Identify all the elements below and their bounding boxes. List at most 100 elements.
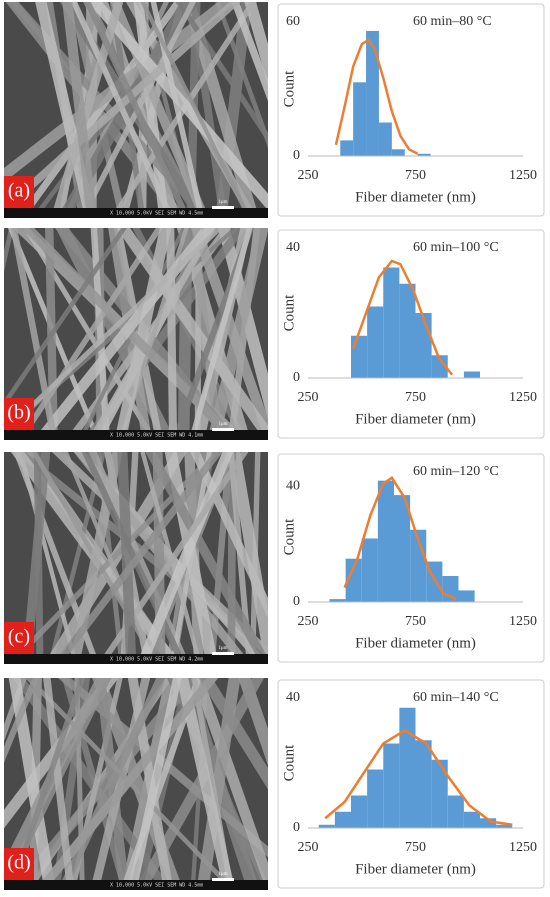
fiber [32,228,216,440]
scale-bar [212,878,234,881]
fiber [152,452,166,664]
panel-label-box [4,176,34,208]
sem-caption: X 10,000 5.0kV SEI SEM WD 4.1mm [110,433,203,439]
fiber [57,678,166,890]
fiber [145,452,268,664]
fit-curve [343,476,457,601]
bar [431,355,448,378]
fiber [238,678,268,766]
x-axis-label: Fiber diameter (nm) [355,635,476,651]
fiber [244,2,268,86]
bar [361,538,378,602]
fiber [128,678,182,890]
fiber [70,2,175,218]
x-tick-label: 250 [298,168,319,183]
fiber [164,452,219,664]
fiber [52,452,223,664]
scale-bar-label: 1μm [218,200,227,205]
fiber [188,228,253,440]
fiber [74,678,85,890]
annotation: 60 min–120 °C [413,464,499,479]
bar [351,335,368,378]
fiber [4,228,128,409]
fiber [150,2,205,218]
chart-frame [277,3,545,217]
sem-caption: X 10,000 5.0kV SEI SEM WD 4.5mm [110,211,203,217]
bar [351,795,368,828]
bar [458,590,475,602]
fiber [97,452,249,664]
panel-label-box [4,848,34,880]
fiber [87,2,268,211]
fiber [228,452,268,664]
sem-caption: X 10,000 5.0kV SEI SEM WD 4.2mm [110,657,203,663]
scale-bar [212,206,234,209]
sem-image [4,452,268,664]
bar [415,740,432,828]
fiber [4,678,39,763]
sem-footer [4,208,268,218]
y-axis-label: Count [281,744,297,782]
bar [353,82,367,156]
y-tick-label: 0 [293,370,300,385]
y-tick-label: 60 [286,14,300,29]
fiber [84,2,191,218]
fiber [116,228,268,440]
bar [391,149,405,156]
bar [340,140,354,156]
y-tick-label: 0 [293,594,300,609]
y-axis-label: Count [281,294,297,332]
fit-curve [351,259,454,376]
x-tick-label: 250 [298,390,319,405]
bar [378,122,392,156]
x-tick-label: 750 [405,840,426,855]
bar [399,707,416,828]
bar [463,811,480,828]
sem-footer [4,430,268,440]
fiber [191,678,268,890]
bar [417,153,431,156]
panel-label: (b) [7,402,30,424]
bar [318,824,335,828]
fiber [6,452,221,664]
x-tick-label: 750 [405,168,426,183]
fiber [43,678,75,890]
annotation: 60 min–80 °C [413,14,492,29]
bar [383,267,400,378]
bar [431,759,448,828]
bar [415,313,432,378]
bar [366,30,379,156]
panel-label: (a) [8,180,30,202]
sem-caption: X 10,000 5.0kV SEI SEM WD 4.5mm [110,883,203,889]
fiber [217,228,268,421]
bar [329,599,346,602]
sem-image [4,678,268,890]
fiber [198,678,268,790]
annotation: 60 min–140 °C [413,690,499,705]
y-tick-label: 40 [286,690,300,705]
bar [463,371,480,378]
panel-label-box [4,622,34,654]
y-tick-label: 0 [293,148,300,163]
fiber [21,228,242,440]
fiber [114,228,172,440]
scale-bar [212,428,234,431]
fit-curve [324,729,513,826]
x-tick-label: 250 [298,614,319,629]
x-axis-label: Fiber diameter (nm) [355,189,476,205]
x-tick-label: 1250 [509,168,537,183]
fiber [57,678,268,858]
fiber [190,452,268,618]
sem-image [4,228,268,440]
bar [367,306,384,378]
fiber [50,2,124,218]
bar [394,495,411,602]
bar [496,824,513,828]
fiber [13,452,100,664]
scale-bar-label: 1μm [218,646,227,651]
fiber [136,452,234,664]
fiber [62,2,98,218]
fiber [59,2,207,218]
fiber [140,2,252,218]
